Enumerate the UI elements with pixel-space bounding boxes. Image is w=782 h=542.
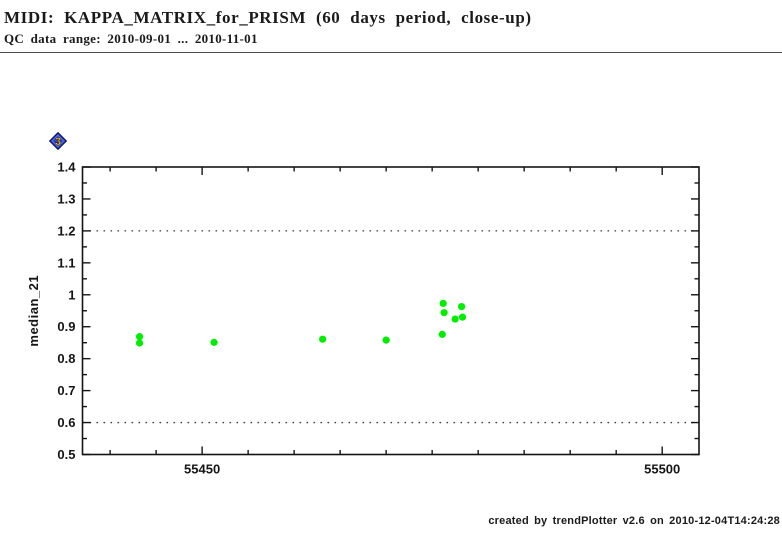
data-point [439, 299, 447, 308]
y-tick-label: 0.5 [57, 447, 75, 462]
diamond-shape [48, 131, 68, 151]
diamond-highlight [51, 134, 65, 148]
y-tick-label: 0.9 [57, 319, 75, 334]
y-tick-label: 1.3 [57, 191, 75, 206]
created-by-footer: created by trendPlotter v2.6 on 2010-12-… [488, 515, 780, 527]
data-point [135, 333, 144, 341]
plot-nav-marker[interactable]: 3 [48, 131, 68, 151]
nav-marker-number: 3 [55, 136, 61, 148]
data-point [319, 335, 327, 343]
data-point [451, 315, 459, 323]
y-tick-label: 0.6 [57, 415, 75, 430]
data-point [210, 338, 218, 346]
data-point [458, 302, 466, 311]
y-tick-label: 0.8 [57, 351, 75, 366]
x-tick-label: 55450 [184, 462, 220, 477]
blue-diamond-icon[interactable]: 3 [48, 131, 68, 151]
header-divider [0, 52, 782, 53]
y-tick-label: 1 [68, 287, 75, 302]
y-tick-label: 0.7 [57, 383, 75, 398]
qc-data-range-subtitle: QC data range: 2010-09-01 ... 2010-11-01 [4, 31, 258, 46]
y-tick-label: 1.4 [57, 160, 76, 175]
data-point [135, 339, 144, 347]
y-tick-label: 1.2 [57, 223, 75, 238]
data-point [440, 309, 448, 317]
page-title: MIDI: KAPPA_MATRIX_for_PRISM (60 days pe… [4, 8, 532, 27]
y-tick-label: 1.1 [57, 255, 75, 270]
data-point [382, 336, 390, 344]
plot-frame [81, 166, 700, 456]
data-point [438, 330, 446, 338]
data-point [458, 313, 467, 321]
y-axis-label: median_21 [26, 275, 41, 347]
x-tick-label: 55500 [644, 462, 680, 477]
